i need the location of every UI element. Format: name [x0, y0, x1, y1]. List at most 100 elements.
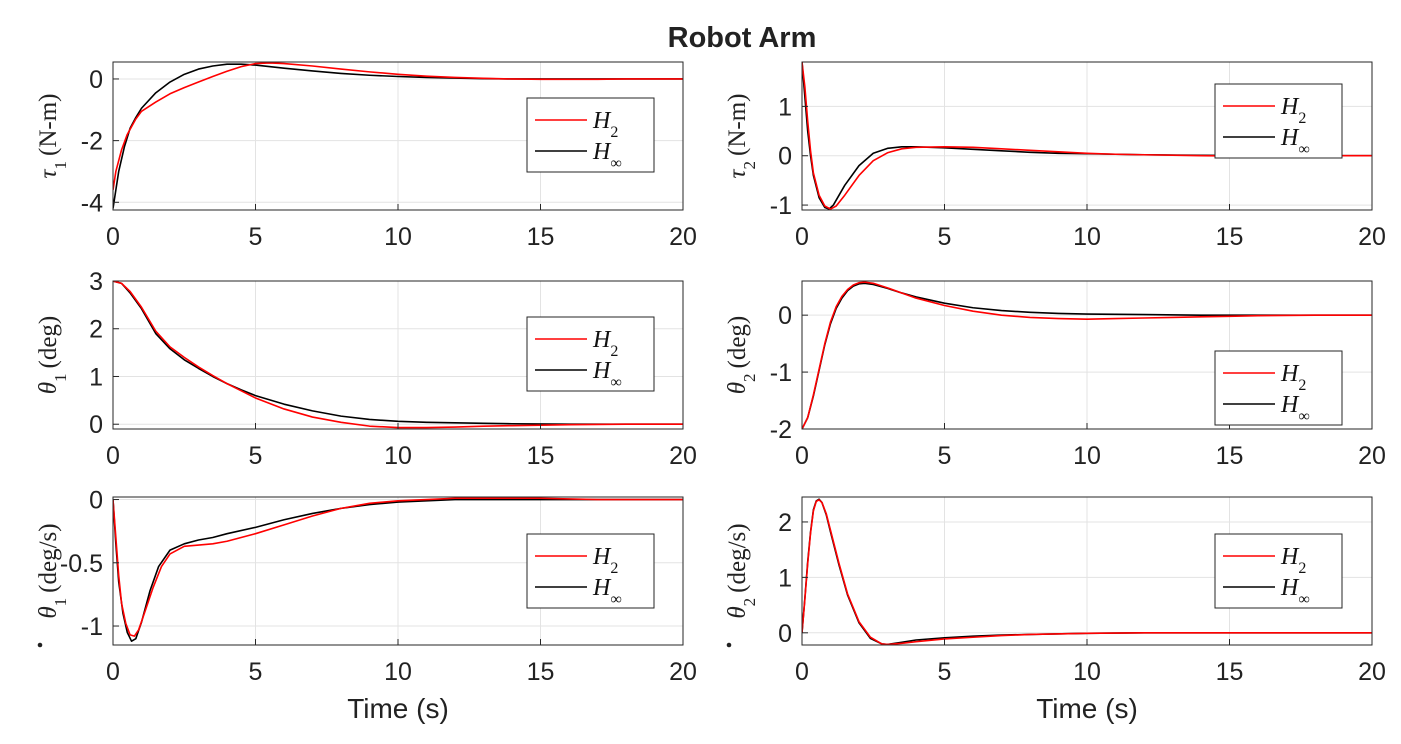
y-axis-label: τ1 (N-m): [35, 94, 70, 179]
y-axis-label: θ2 (deg/s): [724, 523, 759, 618]
y-tick-label: 3: [89, 268, 103, 296]
legend-box: [1214, 533, 1343, 609]
legend-box: [1214, 83, 1343, 159]
y-axis-label: θ2 (deg): [724, 316, 759, 395]
x-tick-label: 20: [1358, 223, 1386, 251]
y-tick-label: 2: [778, 509, 792, 537]
y-tick-label: -1: [770, 192, 792, 220]
legend-box: [526, 97, 655, 173]
x-tick-label: 0: [106, 223, 120, 251]
legend-box: [1214, 350, 1343, 426]
derivative-dot-mark: [726, 642, 732, 648]
legend-entry-h2-label: H2: [1280, 94, 1306, 127]
y-tick-label: 0: [89, 411, 103, 439]
x-tick-label: 10: [1073, 223, 1101, 251]
y-tick-label: 1: [89, 363, 103, 391]
x-tick-label: 0: [795, 223, 809, 251]
legend-entry-hinf-label: H∞: [1280, 125, 1310, 158]
x-tick-label: 20: [1358, 658, 1386, 686]
x-tick-label: 5: [249, 223, 263, 251]
y-tick-label: -1: [81, 613, 103, 641]
x-tick-label: 20: [669, 442, 697, 470]
x-tick-label: 15: [527, 223, 555, 251]
y-tick-label: 2: [89, 316, 103, 344]
x-tick-label: 0: [106, 658, 120, 686]
legend-box: [526, 316, 655, 392]
x-tick-label: 10: [384, 658, 412, 686]
series-line-hinf: [113, 498, 683, 643]
y-axis-label: θ1 (deg): [35, 316, 70, 395]
legend-entry-h2-label: H2: [592, 544, 618, 577]
x-tick-label: 20: [669, 658, 697, 686]
x-tick-label: 10: [384, 223, 412, 251]
subplot-4: 0 5 10 15 20 0 -1 -2 θ2 (deg) H2H∞: [724, 280, 1386, 470]
legend-entry-h2-label: H2: [592, 108, 618, 141]
x-tick-label: 15: [1216, 223, 1244, 251]
x-tick-label: 5: [938, 442, 952, 470]
subplot-1: 0 5 10 15 20 0 -2 -4 τ1 (N-m) H2H∞: [35, 61, 697, 251]
x-tick-label: 0: [795, 658, 809, 686]
x-tick-label: 0: [795, 442, 809, 470]
figure-title: Robot Arm: [668, 22, 817, 54]
legend: H2H∞: [1214, 350, 1343, 426]
x-tick-label: 5: [938, 658, 952, 686]
y-tick-label: -2: [81, 128, 103, 156]
y-tick-label: -1: [770, 359, 792, 387]
legend: H2H∞: [1214, 83, 1343, 159]
x-tick-label: 15: [527, 442, 555, 470]
y-tick-label: -2: [770, 416, 792, 444]
y-axis-label: θ1 (deg/s): [35, 523, 70, 618]
y-axis-label: τ2 (N-m): [724, 94, 759, 179]
x-axis-label: Time (s): [1036, 693, 1138, 724]
y-tick-label: -0.5: [60, 550, 103, 578]
y-tick-label: 0: [778, 302, 792, 330]
x-tick-label: 0: [106, 442, 120, 470]
legend-box: [526, 533, 655, 609]
legend-entry-h2-label: H2: [1280, 544, 1306, 577]
legend-entry-hinf-label: H∞: [592, 358, 622, 391]
series-line-h2: [802, 281, 1372, 429]
series-line-h2: [113, 497, 683, 637]
x-tick-label: 10: [1073, 658, 1101, 686]
legend-entry-h2-label: H2: [1280, 361, 1306, 394]
y-tick-label: 1: [778, 564, 792, 592]
x-axis-label: Time (s): [347, 693, 449, 724]
series-line-h2: [113, 62, 683, 191]
legend: H2H∞: [526, 316, 655, 392]
legend-entry-hinf-label: H∞: [592, 139, 622, 172]
subplot-5: 0 5 10 15 20 0 -0.5 -1 θ1 (deg/s) Time (s) H2H∞: [35, 487, 697, 724]
series-line-h2: [113, 281, 683, 429]
y-tick-label: 1: [778, 93, 792, 121]
x-tick-label: 5: [249, 442, 263, 470]
legend: H2H∞: [526, 533, 655, 609]
x-tick-label: 10: [384, 442, 412, 470]
x-tick-label: 10: [1073, 442, 1101, 470]
legend-entry-hinf-label: H∞: [1280, 575, 1310, 608]
x-tick-label: 15: [1216, 442, 1244, 470]
x-tick-label: 5: [249, 658, 263, 686]
legend-entry-hinf-label: H∞: [592, 575, 622, 608]
series-line-hinf: [113, 281, 683, 426]
y-tick-label: -4: [81, 189, 103, 217]
x-tick-label: 20: [1358, 442, 1386, 470]
y-tick-label: 0: [778, 620, 792, 648]
x-tick-label: 15: [1216, 658, 1244, 686]
series-line-h2: [802, 62, 1372, 210]
legend: H2H∞: [1214, 533, 1343, 609]
legend-entry-hinf-label: H∞: [1280, 392, 1310, 425]
y-tick-label: 0: [89, 66, 103, 94]
subplot-grid: 0 5 10 15 200-2-4τ1 (N-m) H2H∞0 5 10 15 2010-1τ2 …: [35, 61, 1386, 724]
y-tick-label: 0: [778, 143, 792, 171]
y-tick-label: 0: [89, 487, 103, 515]
series-line-h2: [802, 498, 1372, 645]
x-tick-label: 20: [669, 223, 697, 251]
derivative-dot-mark: [37, 642, 43, 648]
legend: H2H∞: [526, 97, 655, 173]
legend-entry-h2-label: H2: [592, 327, 618, 360]
x-tick-label: 5: [938, 223, 952, 251]
x-tick-label: 15: [527, 658, 555, 686]
